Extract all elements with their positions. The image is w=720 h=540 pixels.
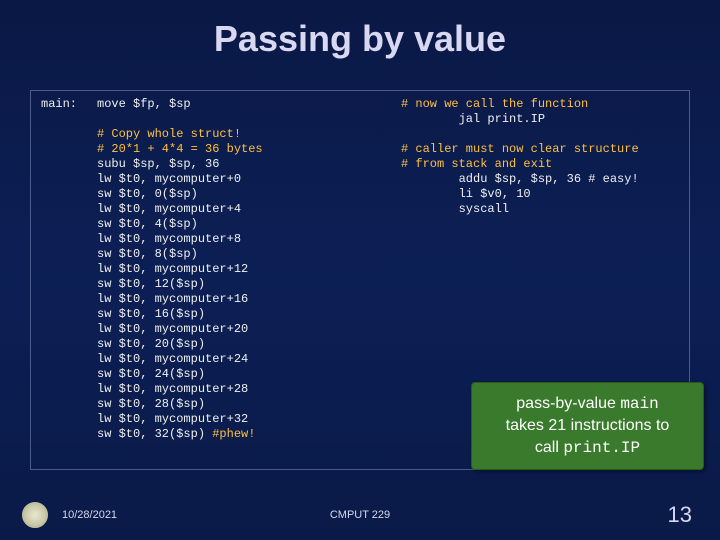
footer: 10/28/2021 CMPUT 229 13 — [0, 502, 720, 528]
page-number: 13 — [668, 502, 692, 528]
callout-code: print.IP — [563, 439, 640, 457]
code-line: li $v0, 10 — [401, 187, 679, 202]
code-label: main: — [41, 97, 97, 442]
logo-icon — [22, 502, 48, 528]
code-box: main: move $fp, $sp # Copy whole struct!… — [30, 90, 690, 470]
callout-code: main — [620, 395, 658, 413]
footer-course: CMPUT 229 — [330, 509, 390, 521]
code-comment: # from stack and exit — [401, 157, 679, 172]
footer-date: 10/28/2021 — [62, 509, 117, 521]
code-line: syscall — [401, 202, 679, 217]
code-line: addu $sp, $sp, 36 # easy! — [401, 172, 679, 187]
code-line: jal print.IP — [401, 112, 679, 127]
callout-text: takes 21 instructions to — [484, 415, 691, 437]
right-code-block: # now we call the function jal print.IP … — [401, 97, 679, 217]
slide-title: Passing by value — [0, 0, 720, 60]
code-comment: # caller must now clear structure — [401, 142, 679, 157]
code-comment: # now we call the function — [401, 97, 679, 112]
callout-text: pass-by-value — [516, 395, 620, 412]
callout-box: pass-by-value main takes 21 instructions… — [471, 382, 704, 470]
callout-text: call — [535, 439, 563, 456]
